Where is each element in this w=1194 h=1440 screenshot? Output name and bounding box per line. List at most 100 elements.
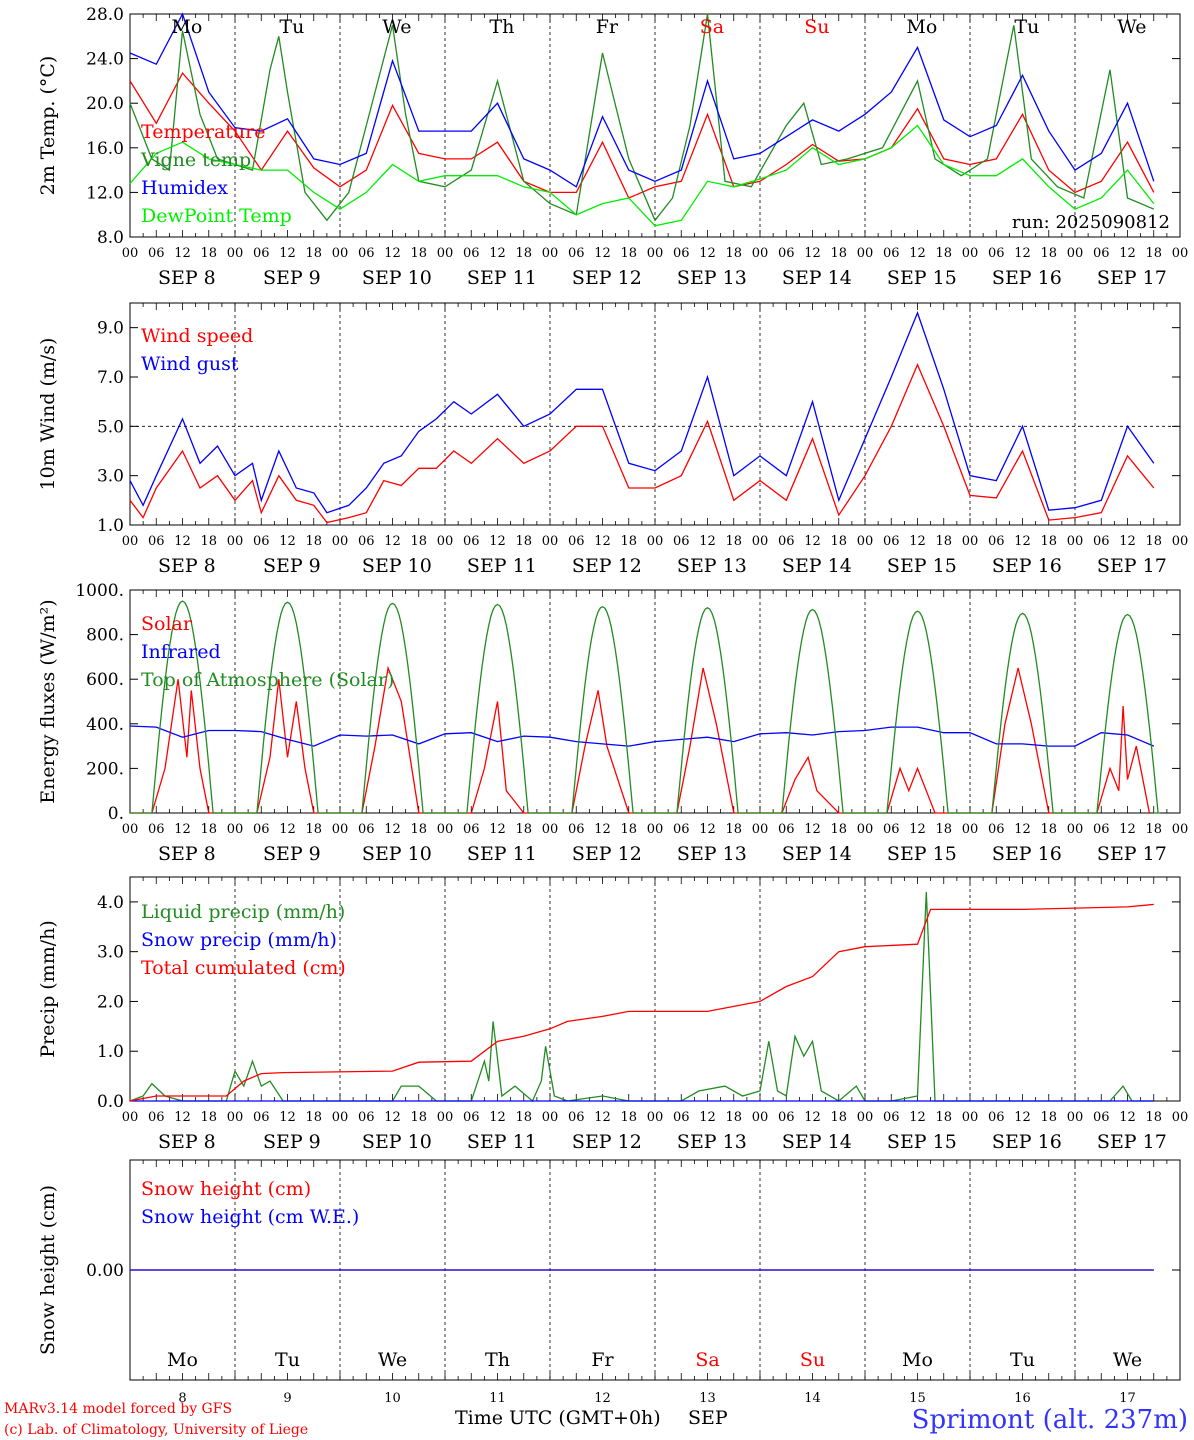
date-label: SEP 10 (362, 1131, 432, 1153)
date-label: SEP 9 (263, 1131, 321, 1153)
day-abbr: Sa (695, 1349, 719, 1371)
hour-label: 06 (988, 534, 1005, 549)
day-abbr: We (1113, 1349, 1142, 1371)
hour-label: 12 (1014, 534, 1031, 549)
date-label: SEP 14 (782, 555, 852, 577)
hour-label: 12 (699, 246, 716, 261)
hour-label: 00 (437, 246, 454, 261)
day-abbr: Sa (700, 16, 724, 38)
hour-label: 00 (227, 534, 244, 549)
day-abbr: Mo (902, 1349, 933, 1371)
legend-entry-liquid-precip-mm-h: Liquid precip (mm/h) (141, 901, 345, 923)
hour-label: 06 (883, 1110, 900, 1125)
hour-label: 06 (1093, 1110, 1110, 1125)
y-tick-label: 4.0 (97, 893, 124, 913)
hour-label: 06 (988, 246, 1005, 261)
hour-label: 00 (542, 822, 559, 837)
hour-label: 12 (279, 822, 296, 837)
hour-label: 18 (305, 1110, 322, 1125)
date-label: SEP 12 (572, 555, 642, 577)
series-line-vigne-temp (129, 13, 1155, 222)
y-tick-label: 600. (86, 670, 124, 690)
legend-entry-solar: Solar (141, 613, 193, 635)
hour-label: 18 (1040, 246, 1057, 261)
day-abbr: Su (800, 1349, 825, 1371)
hour-label: 06 (358, 246, 375, 261)
date-label: SEP 11 (467, 267, 537, 289)
hour-label: 06 (883, 246, 900, 261)
y-tick-label: 12.0 (86, 183, 124, 203)
hour-label: 00 (1172, 822, 1189, 837)
hour-label: 12 (1014, 822, 1031, 837)
hour-label: 06 (148, 534, 165, 549)
hour-label: 18 (1145, 822, 1162, 837)
hour-label: 18 (935, 1110, 952, 1125)
hour-label: 06 (253, 1110, 270, 1125)
legend-entry-humidex: Humidex (141, 177, 228, 199)
hour-label: 00 (1067, 246, 1084, 261)
y-tick-label: 24.0 (86, 50, 124, 70)
hour-label: 06 (148, 1110, 165, 1125)
hour-label: 18 (1040, 534, 1057, 549)
x-axis-title: Time UTC (GMT+0h) (455, 1407, 661, 1429)
hour-label: 06 (463, 822, 480, 837)
y-axis-label: Precip (mm/h) (37, 920, 59, 1058)
hour-label: 12 (384, 822, 401, 837)
hour-label: 18 (410, 246, 427, 261)
hour-label: 18 (725, 822, 742, 837)
legend-entry-snow-precip-mm-h: Snow precip (mm/h) (141, 929, 337, 951)
y-tick-label: 0. (108, 804, 124, 824)
hour-label: 06 (778, 246, 795, 261)
date-label: SEP 15 (887, 267, 957, 289)
legend-entry-wind-speed: Wind speed (141, 325, 253, 347)
hour-label: 00 (752, 1110, 769, 1125)
hour-label: 12 (1119, 534, 1136, 549)
hour-label: 00 (857, 1110, 874, 1125)
day-number: 10 (384, 1391, 401, 1406)
hour-label: 00 (227, 1110, 244, 1125)
hour-label: 06 (778, 822, 795, 837)
y-tick-label: 8.0 (97, 228, 124, 248)
hour-label: 00 (752, 822, 769, 837)
day-number: 8 (178, 1391, 186, 1406)
date-label: SEP 14 (782, 267, 852, 289)
hour-label: 18 (200, 822, 217, 837)
chart-panels: 8.0 12.0 16.0 20.0 24.0 28.0 2m Temp. (°C) Temp… (37, 5, 1188, 1406)
hour-label: 12 (699, 1110, 716, 1125)
date-label: SEP 9 (263, 843, 321, 865)
hour-label: 18 (305, 822, 322, 837)
hour-label: 12 (594, 534, 611, 549)
day-abbr: Tu (1014, 16, 1039, 38)
hour-label: 00 (752, 246, 769, 261)
series-line-liquid-precip-mm-h (129, 891, 1154, 1103)
hour-label: 06 (673, 822, 690, 837)
hour-label: 06 (568, 534, 585, 549)
hour-label: 00 (332, 822, 349, 837)
hour-label: 12 (699, 534, 716, 549)
hour-label: 00 (1067, 534, 1084, 549)
hour-label: 12 (384, 534, 401, 549)
hour-label: 00 (332, 246, 349, 261)
date-label: SEP 13 (677, 555, 747, 577)
hour-label: 18 (1040, 1110, 1057, 1125)
hour-label: 18 (1145, 534, 1162, 549)
y-tick-label: 200. (86, 759, 124, 779)
date-label: SEP 13 (677, 267, 747, 289)
hour-label: 06 (988, 822, 1005, 837)
hour-label: 06 (358, 1110, 375, 1125)
day-abbr: Mo (167, 1349, 198, 1371)
hour-label: 00 (122, 822, 139, 837)
date-label: SEP 14 (782, 843, 852, 865)
hour-label: 12 (174, 246, 191, 261)
date-label: SEP 12 (572, 843, 642, 865)
series-line-infrared (129, 725, 1155, 747)
hour-label: 12 (174, 534, 191, 549)
hour-label: 00 (542, 246, 559, 261)
date-label: SEP 15 (887, 843, 957, 865)
day-abbr: We (382, 16, 411, 38)
hour-label: 18 (200, 534, 217, 549)
series-line-wind-gust (129, 311, 1155, 514)
day-number: 17 (1119, 1391, 1136, 1406)
hour-label: 12 (489, 1110, 506, 1125)
day-abbr: Th (485, 1349, 510, 1371)
